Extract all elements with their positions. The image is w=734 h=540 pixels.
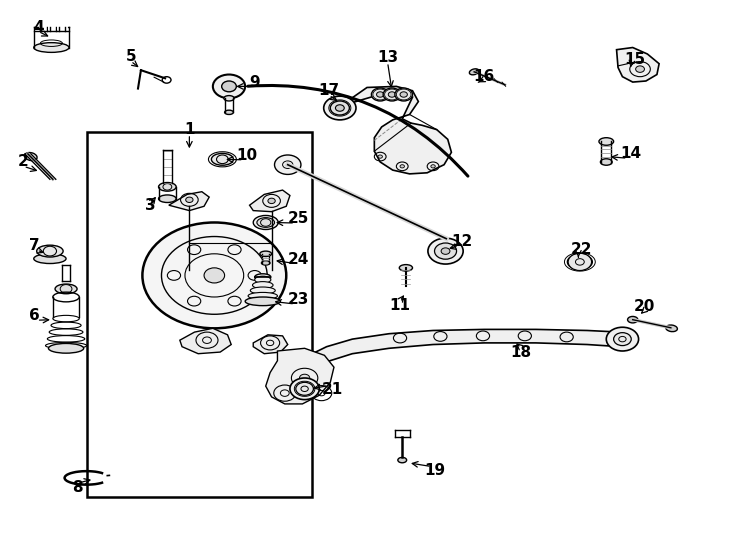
Circle shape [431, 165, 435, 168]
Text: 3: 3 [145, 198, 156, 213]
Text: 12: 12 [451, 234, 473, 249]
Ellipse shape [257, 218, 275, 227]
Circle shape [142, 222, 286, 328]
Text: 1: 1 [184, 122, 195, 137]
Ellipse shape [34, 254, 66, 264]
Ellipse shape [224, 96, 234, 101]
Ellipse shape [34, 43, 69, 52]
Circle shape [290, 378, 319, 400]
Text: 5: 5 [126, 49, 136, 64]
Ellipse shape [260, 251, 272, 256]
Circle shape [213, 75, 245, 98]
Text: 13: 13 [377, 50, 398, 65]
Ellipse shape [666, 325, 677, 332]
Ellipse shape [225, 110, 233, 114]
Text: 11: 11 [390, 298, 410, 313]
Ellipse shape [159, 195, 176, 202]
Ellipse shape [55, 284, 77, 294]
Circle shape [268, 198, 275, 204]
Ellipse shape [399, 265, 413, 271]
Polygon shape [180, 328, 231, 354]
Text: 14: 14 [620, 146, 642, 161]
Circle shape [568, 253, 592, 271]
Circle shape [186, 197, 193, 202]
Circle shape [400, 165, 404, 168]
Ellipse shape [628, 316, 638, 323]
Ellipse shape [255, 274, 271, 280]
Circle shape [400, 92, 407, 97]
Text: 17: 17 [319, 83, 339, 98]
Ellipse shape [469, 69, 479, 75]
Polygon shape [285, 329, 630, 390]
Text: 24: 24 [288, 252, 309, 267]
Polygon shape [253, 335, 288, 354]
Circle shape [222, 81, 236, 92]
Text: 25: 25 [288, 211, 309, 226]
Text: 16: 16 [473, 69, 495, 84]
Circle shape [330, 101, 349, 115]
Text: 19: 19 [424, 463, 446, 478]
Text: 8: 8 [72, 480, 82, 495]
Text: 15: 15 [624, 52, 645, 67]
Circle shape [371, 88, 389, 101]
Circle shape [377, 92, 384, 97]
Circle shape [296, 382, 313, 395]
Text: 23: 23 [288, 292, 309, 307]
Circle shape [335, 105, 344, 111]
Ellipse shape [245, 297, 280, 306]
Ellipse shape [261, 261, 270, 265]
Polygon shape [617, 48, 659, 82]
Text: 10: 10 [236, 148, 258, 163]
Text: 9: 9 [250, 75, 260, 90]
Ellipse shape [255, 276, 271, 283]
Polygon shape [338, 86, 451, 174]
Circle shape [383, 88, 401, 101]
Ellipse shape [567, 254, 592, 269]
Ellipse shape [253, 215, 278, 230]
Text: 7: 7 [29, 238, 40, 253]
Ellipse shape [246, 298, 280, 305]
Text: 18: 18 [511, 345, 531, 360]
Ellipse shape [37, 245, 63, 257]
Ellipse shape [599, 138, 614, 145]
Circle shape [299, 374, 310, 382]
Circle shape [395, 88, 413, 101]
Circle shape [435, 243, 457, 259]
Circle shape [606, 327, 639, 351]
Text: 20: 20 [633, 299, 655, 314]
Ellipse shape [600, 159, 612, 165]
Ellipse shape [48, 343, 84, 353]
Polygon shape [250, 190, 290, 212]
Circle shape [204, 268, 225, 283]
Text: 21: 21 [321, 382, 343, 397]
Ellipse shape [248, 292, 277, 299]
Circle shape [636, 66, 644, 72]
Circle shape [378, 155, 382, 158]
Circle shape [441, 248, 450, 254]
Circle shape [614, 333, 631, 346]
Ellipse shape [159, 183, 176, 191]
Text: 2: 2 [18, 154, 29, 170]
Ellipse shape [398, 457, 407, 463]
Polygon shape [169, 192, 209, 211]
Circle shape [388, 92, 396, 97]
Ellipse shape [211, 153, 233, 165]
Ellipse shape [250, 287, 275, 294]
Circle shape [275, 155, 301, 174]
Text: 22: 22 [571, 242, 592, 257]
Polygon shape [266, 348, 334, 404]
Circle shape [428, 238, 463, 264]
Text: 4: 4 [33, 19, 43, 35]
Ellipse shape [252, 282, 273, 288]
Text: 6: 6 [29, 308, 40, 323]
Ellipse shape [24, 152, 37, 161]
Circle shape [324, 96, 356, 120]
